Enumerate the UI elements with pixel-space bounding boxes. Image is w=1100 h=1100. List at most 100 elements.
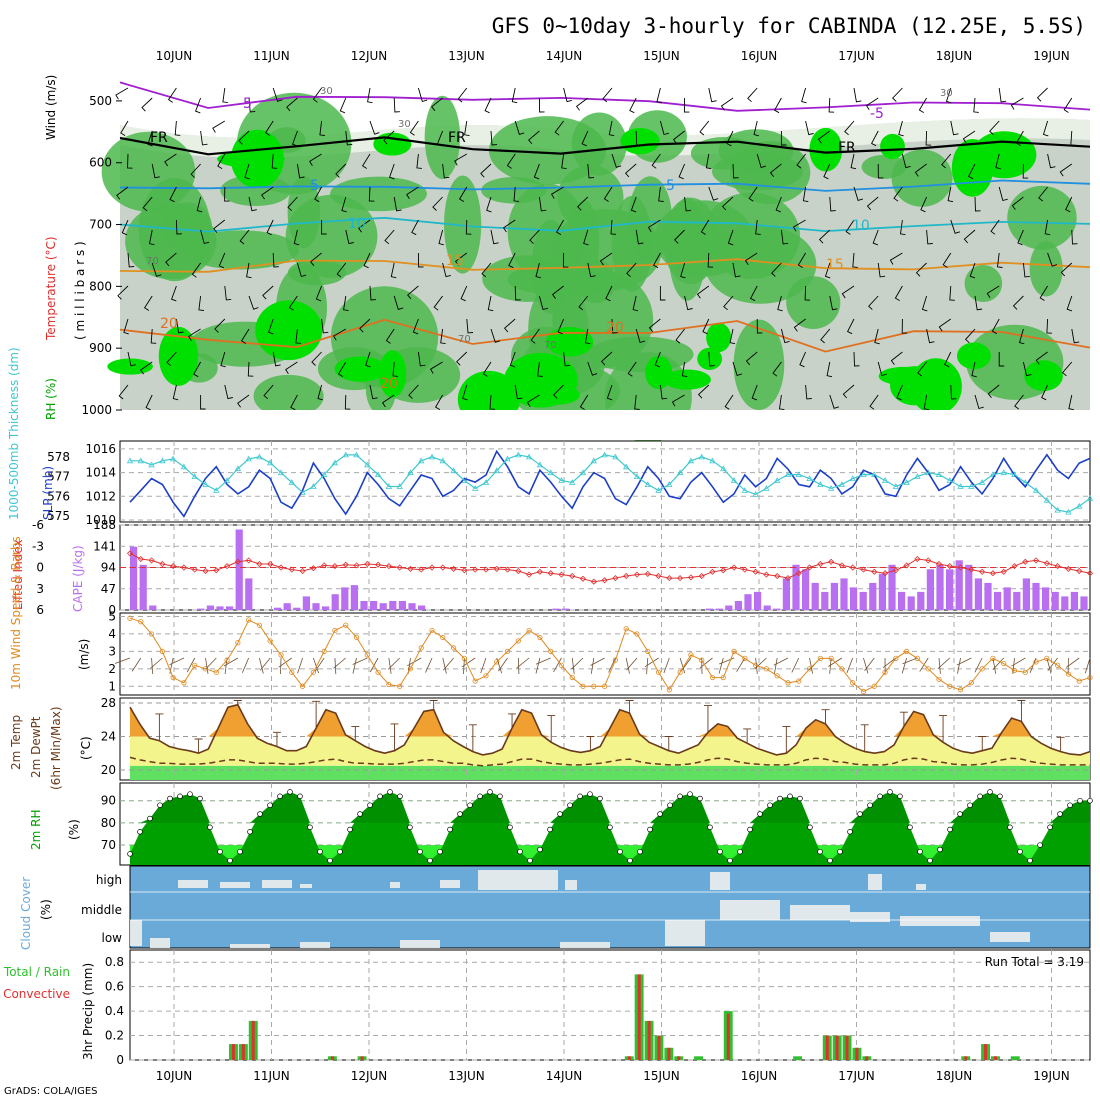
surface-strip [120, 410, 1090, 440]
wind-barb [605, 285, 613, 302]
wind-barb [998, 186, 1008, 202]
surface-wind-barb [829, 657, 832, 674]
surface-wind-barb [571, 657, 584, 670]
wind-barb [672, 130, 685, 144]
date-label-bottom: 17JUN [838, 1069, 875, 1083]
wind-barb [248, 295, 259, 310]
wind-barb [823, 163, 831, 180]
date-label-top: 19JUN [1033, 49, 1070, 63]
wind-barb [626, 262, 637, 278]
li-tick: 3 [36, 582, 44, 596]
wind-barb [417, 87, 428, 103]
li-point [180, 564, 187, 571]
surface-wind-barb [352, 657, 357, 674]
rh2m-point [847, 829, 853, 835]
wind-point [645, 648, 651, 654]
rh2m-point [497, 793, 503, 800]
wind-barb [214, 318, 226, 333]
rh2m-point [557, 811, 563, 817]
rh-moist-area [891, 149, 953, 207]
rh2m-point [167, 795, 173, 802]
cape-bar [1013, 591, 1021, 610]
wind-barb [271, 153, 278, 169]
temp-minmax-bar [508, 713, 517, 729]
temp-minmax-bar [155, 713, 164, 741]
wind-barb [611, 318, 618, 334]
wind-barb [720, 97, 734, 111]
wind-barb [659, 384, 668, 400]
wind-barb [246, 262, 252, 279]
rh2m-point [927, 857, 933, 864]
wind-barb [846, 318, 855, 335]
wind-barb [708, 186, 719, 201]
wind-barb [272, 252, 279, 268]
wind10m-axis-label: 10m Wind Speed & Barbs [9, 536, 23, 690]
surface-wind-barb [223, 657, 239, 667]
wind-barb [343, 295, 349, 312]
temp-unit: (°C) [79, 736, 93, 760]
surface-wind-barb [388, 657, 400, 670]
cloud-axis-label: Cloud Cover [19, 877, 33, 950]
wind-barb [721, 196, 734, 211]
wind-barb [587, 163, 595, 179]
wind-point [612, 657, 618, 663]
contour-label: 70 [146, 256, 159, 267]
cape-axis-label: CAPE (J/kg) [71, 545, 85, 612]
wind-barb [317, 384, 323, 401]
surface-wind-barb [590, 657, 605, 666]
surface-wind-barb [608, 657, 616, 673]
cape-bar [965, 564, 973, 610]
wind-barb [727, 229, 734, 246]
wind-point [515, 638, 521, 644]
wind-barb [393, 295, 404, 310]
wind-barb [1042, 120, 1049, 137]
rh2m-point [177, 793, 183, 800]
thickness-point [623, 463, 630, 470]
rh2m-point [1047, 824, 1053, 831]
surface-wind-barb [1084, 657, 1091, 674]
rh2m-point [1057, 811, 1063, 817]
rh-saturated-area [972, 131, 1037, 179]
wind-tick: 3 [108, 644, 116, 658]
surface-wind-barb [169, 657, 185, 666]
wind-barb [926, 328, 935, 344]
cloud-block [665, 920, 705, 946]
wind-barb [557, 318, 565, 335]
wind-point [947, 683, 953, 689]
cape-bar [331, 594, 339, 610]
wind-barb [212, 120, 226, 133]
wind-point [429, 627, 435, 634]
cape-bar [139, 564, 147, 610]
cloud-block [710, 872, 730, 890]
thickness-point [277, 469, 285, 476]
li-point [547, 570, 554, 577]
li-point [687, 574, 694, 581]
cape-bar [955, 560, 963, 610]
wind-point [450, 645, 457, 651]
precip-tick: 0.4 [105, 1004, 124, 1018]
wind-barb [804, 285, 811, 301]
rh2m-point [327, 857, 333, 864]
wind-barb [915, 262, 927, 277]
cloud-block [868, 874, 882, 890]
wind-point [936, 676, 942, 682]
wind-barb [647, 219, 661, 232]
rh2m-point [647, 826, 653, 833]
li-point [709, 568, 716, 575]
wind-barb [195, 97, 202, 114]
wind-point [742, 655, 748, 661]
wind-point [289, 669, 295, 675]
wind-barb [561, 153, 567, 170]
wind-barb [845, 219, 855, 235]
wind-barb [261, 186, 274, 200]
wind-barb [538, 295, 549, 311]
wind-barb [244, 163, 250, 180]
surface-wind-barb [992, 657, 997, 674]
run-total-label: Run Total = 3.19 [985, 955, 1084, 969]
rh2m-point [787, 793, 793, 800]
date-label-bottom: 14JUN [546, 1069, 583, 1083]
thickness-tick: 576 [47, 489, 70, 503]
surface-wind-barb [1046, 657, 1052, 674]
pressure-tick: 500 [89, 94, 112, 108]
cloud-level-label: low [102, 931, 123, 945]
